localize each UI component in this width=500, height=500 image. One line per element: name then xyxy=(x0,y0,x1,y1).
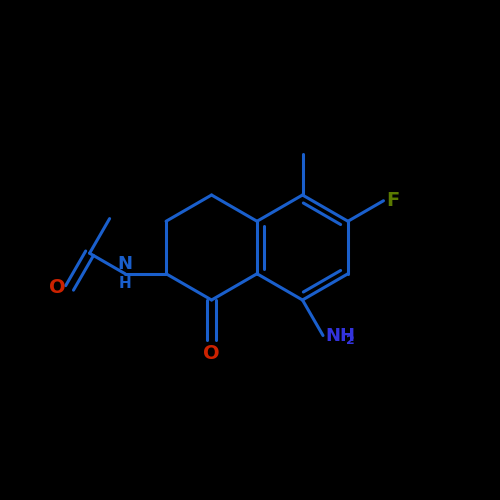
Text: 2: 2 xyxy=(346,334,355,347)
Text: F: F xyxy=(386,191,400,210)
Text: O: O xyxy=(204,344,220,363)
Text: O: O xyxy=(49,278,66,297)
Text: H: H xyxy=(118,276,132,291)
Text: N: N xyxy=(118,255,132,273)
Text: NH: NH xyxy=(326,326,356,344)
